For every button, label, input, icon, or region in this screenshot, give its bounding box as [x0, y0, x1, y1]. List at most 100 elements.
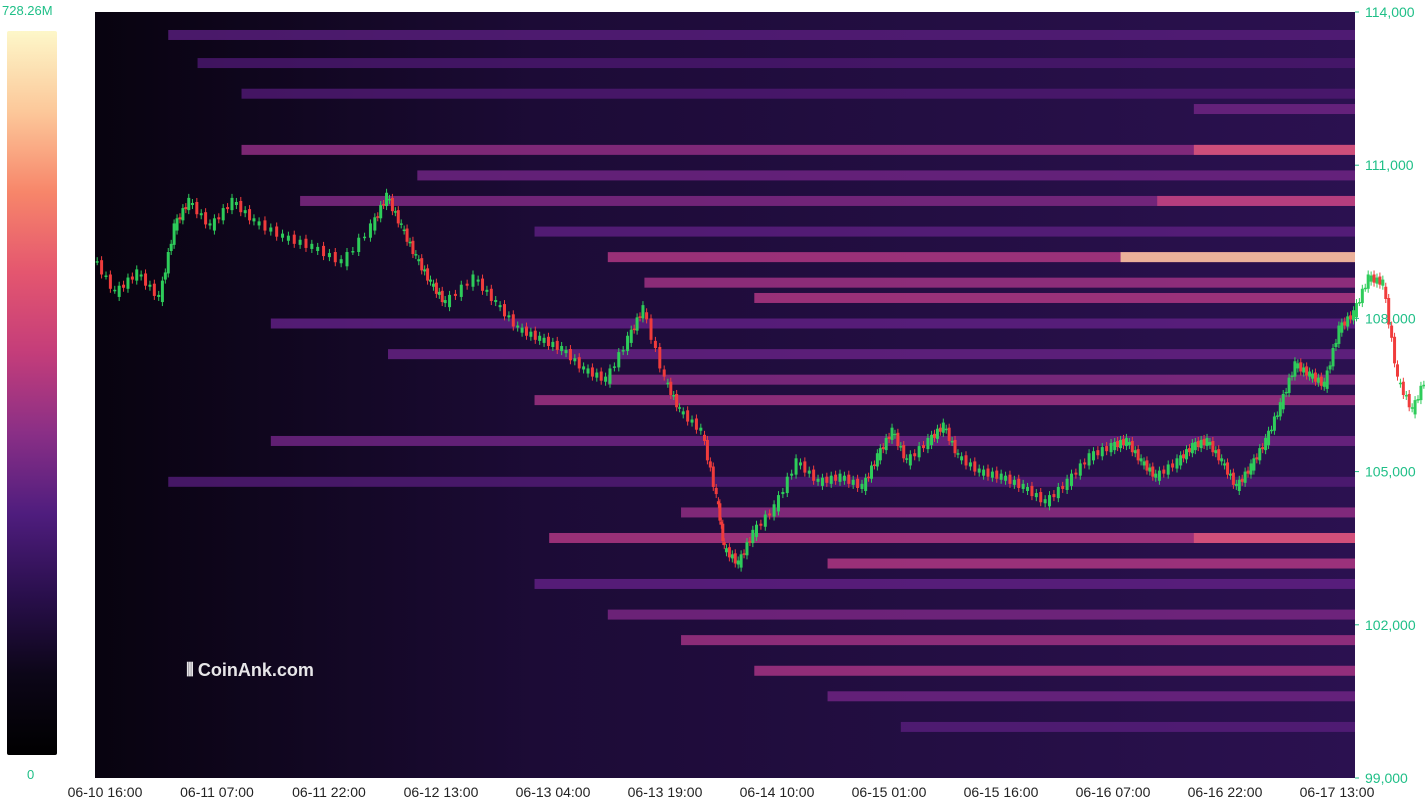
candle-body — [217, 217, 221, 220]
candle-body — [1162, 469, 1166, 474]
candle-body — [887, 436, 891, 439]
candle-body — [977, 468, 981, 473]
candle-body — [503, 304, 506, 317]
heatmap-band — [827, 558, 1355, 569]
candle-body — [533, 330, 537, 340]
heatmap-band — [168, 29, 1355, 40]
candle-body — [694, 418, 698, 430]
candle-body — [1166, 464, 1170, 475]
candle-body — [1281, 393, 1285, 410]
heatmap-band — [1193, 144, 1355, 155]
candle-body — [867, 476, 871, 479]
heatmap-band — [168, 476, 1355, 487]
heatmap-band — [241, 144, 1356, 155]
candle-body — [1360, 288, 1364, 304]
candle-body — [790, 473, 794, 476]
candle-body — [1052, 494, 1056, 498]
candle-body — [626, 335, 630, 352]
candle-body — [1100, 447, 1104, 457]
candle-body — [1413, 400, 1417, 415]
candle-body — [1133, 450, 1137, 454]
candle-body — [1264, 437, 1268, 451]
candle-body — [1122, 438, 1126, 446]
candle-body — [1105, 446, 1109, 452]
candle-body — [144, 273, 148, 286]
candle-body — [1039, 492, 1043, 503]
candle-body — [130, 276, 134, 280]
candle-body — [327, 253, 331, 258]
candle-body — [751, 529, 755, 544]
candle-body — [953, 439, 957, 454]
x-tick-label: 06-11 22:00 — [292, 784, 366, 800]
candle-body — [785, 476, 789, 494]
candle-body — [411, 240, 415, 255]
candle-body — [1272, 416, 1276, 431]
candle-body — [1252, 458, 1256, 471]
candle-body — [1296, 363, 1300, 369]
candle-body — [234, 201, 238, 206]
candle-body — [516, 325, 520, 328]
candle-body — [1393, 336, 1397, 364]
candle-body — [190, 202, 194, 206]
candle-body — [1363, 287, 1367, 290]
candle-body — [947, 427, 951, 441]
candle-body — [1372, 274, 1376, 283]
candle-body — [1316, 377, 1320, 383]
candle-body — [230, 197, 234, 211]
candle-body — [1375, 277, 1379, 284]
candle-body — [938, 427, 942, 432]
candle-body — [322, 245, 326, 257]
candle-body — [286, 235, 290, 241]
candle-body — [1398, 382, 1402, 385]
candle-body — [672, 395, 676, 397]
candle-body — [108, 274, 112, 289]
candle-body — [1299, 362, 1303, 372]
candle-body — [1284, 391, 1288, 394]
candle-body — [638, 316, 642, 318]
heatmap-band — [1120, 252, 1355, 263]
candle-body — [875, 453, 879, 467]
candle-body — [768, 513, 772, 516]
candle-body — [440, 290, 444, 303]
candle-body — [292, 234, 296, 244]
candle-body — [139, 274, 143, 277]
candle-body — [675, 393, 679, 408]
candle-body — [243, 210, 247, 214]
candle-body — [1127, 441, 1131, 446]
candle-body — [1145, 460, 1149, 471]
candle-body — [1340, 322, 1344, 333]
candle-body — [632, 328, 636, 331]
candle-body — [1017, 478, 1021, 488]
candle-body — [669, 381, 673, 395]
candle-body — [1243, 471, 1247, 483]
candle-body — [1267, 430, 1271, 446]
heatmap-band — [300, 195, 1356, 206]
candle-body — [208, 223, 212, 226]
candle-body — [612, 366, 616, 368]
candle-body — [1313, 372, 1317, 382]
candle-body — [538, 335, 542, 341]
candle-body — [453, 293, 457, 296]
candle-body — [187, 197, 191, 211]
plot-background — [95, 12, 1355, 778]
candle-body — [711, 466, 715, 487]
y-tick-label: 111,000 — [1365, 157, 1414, 173]
candle-body — [437, 291, 441, 295]
candle-body — [376, 216, 380, 218]
candle-body — [1302, 367, 1306, 373]
heatmap-band — [607, 374, 1355, 385]
candle-body — [1308, 371, 1312, 377]
candle-body — [95, 261, 99, 263]
candle-body — [175, 218, 179, 231]
candle-body — [950, 440, 954, 443]
candle-body — [542, 337, 546, 343]
candle-body — [252, 218, 256, 222]
candle-body — [152, 283, 156, 296]
candle-body — [1337, 325, 1341, 344]
heatmap-band — [197, 58, 1356, 69]
candle-body — [1305, 366, 1309, 376]
colorbar-min-label: 0 — [27, 767, 35, 782]
candle-body — [812, 469, 816, 481]
candle-body — [1185, 449, 1189, 460]
candle-body — [1030, 485, 1034, 497]
